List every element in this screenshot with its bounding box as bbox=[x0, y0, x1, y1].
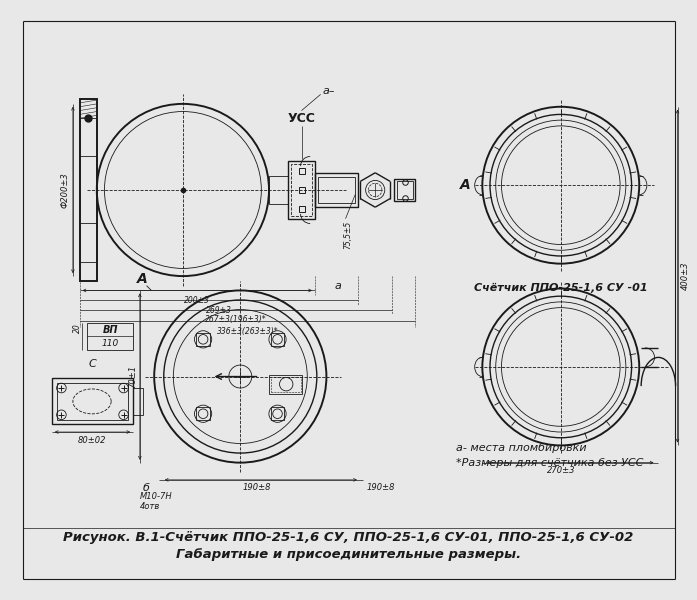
Bar bbox=[315, 173, 358, 207]
Text: 190±8: 190±8 bbox=[243, 483, 271, 492]
Bar bbox=[133, 388, 143, 415]
Bar bbox=[271, 332, 284, 346]
Bar bbox=[291, 164, 312, 216]
Bar bbox=[271, 377, 300, 392]
Bar bbox=[269, 374, 302, 394]
Text: а–: а– bbox=[323, 86, 335, 97]
Text: А: А bbox=[460, 178, 470, 192]
Text: М10-7Н: М10-7Н bbox=[140, 491, 172, 500]
Text: ВП: ВП bbox=[102, 325, 118, 335]
Text: С: С bbox=[88, 359, 96, 369]
Text: 200±3: 200±3 bbox=[184, 296, 210, 305]
Bar bbox=[288, 161, 315, 218]
Bar bbox=[397, 181, 413, 199]
Bar bbox=[318, 176, 355, 203]
Bar bbox=[395, 179, 415, 202]
Text: Ф200±3: Ф200±3 bbox=[61, 172, 70, 208]
Text: 400±3: 400±3 bbox=[680, 262, 689, 290]
Text: 336±3(263±3)*: 336±3(263±3)* bbox=[217, 327, 278, 336]
Text: 270±3: 270±3 bbox=[546, 466, 575, 475]
Text: Рисунок. В.1-Счётчик ППО-25-1,6 СУ, ППО-25-1,6 СУ-01, ППО-25-1,6 СУ-02: Рисунок. В.1-Счётчик ППО-25-1,6 СУ, ППО-… bbox=[63, 531, 634, 544]
Text: УСС: УСС bbox=[288, 112, 316, 125]
Bar bbox=[56, 383, 128, 419]
Text: 75,5±5: 75,5±5 bbox=[343, 221, 352, 249]
Bar bbox=[269, 176, 288, 205]
Text: А: А bbox=[137, 272, 148, 286]
Bar bbox=[79, 99, 97, 281]
Text: 110: 110 bbox=[102, 338, 118, 347]
Text: б: б bbox=[143, 483, 149, 493]
Text: 70±1: 70±1 bbox=[128, 365, 137, 388]
Text: 4отв: 4отв bbox=[140, 502, 160, 511]
Text: а- места пломбировки: а- места пломбировки bbox=[456, 443, 586, 453]
Bar bbox=[87, 323, 133, 350]
Text: 267±3(196±3)*: 267±3(196±3)* bbox=[205, 316, 267, 325]
Text: 190±8: 190±8 bbox=[367, 483, 395, 492]
Text: 269±3: 269±3 bbox=[206, 306, 231, 315]
Text: 20: 20 bbox=[72, 323, 82, 333]
Text: Счётчик ППО-25-1,6 СУ -01: Счётчик ППО-25-1,6 СУ -01 bbox=[474, 283, 648, 293]
Bar bbox=[52, 379, 133, 424]
Bar bbox=[197, 332, 210, 346]
Text: Габаритные и присоединительные размеры.: Габаритные и присоединительные размеры. bbox=[176, 548, 521, 561]
Text: 80±02: 80±02 bbox=[78, 436, 106, 445]
Bar bbox=[271, 407, 284, 421]
Bar bbox=[197, 407, 210, 421]
Text: *Размеры для счётчика без УСС: *Размеры для счётчика без УСС bbox=[456, 458, 643, 467]
Text: а: а bbox=[335, 281, 342, 290]
